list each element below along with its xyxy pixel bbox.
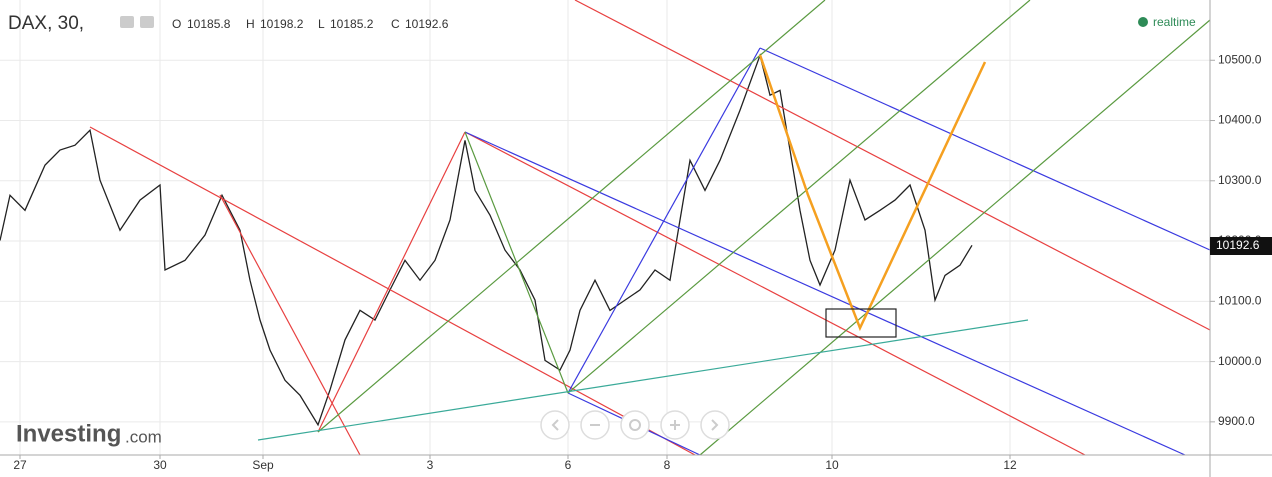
close-value: 10192.6 <box>405 17 449 31</box>
x-tick-label: 27 <box>13 458 27 472</box>
status: realtime <box>1153 15 1196 29</box>
nav-glyphs <box>551 419 719 431</box>
low-value: 10185.2 <box>330 17 374 31</box>
status-dot <box>1138 17 1148 27</box>
open-label: O <box>172 17 181 31</box>
y-tick-label: 9900.0 <box>1218 414 1255 428</box>
grid <box>0 0 1210 455</box>
nav-buttons <box>540 410 730 440</box>
x-tick-label: 6 <box>565 458 572 472</box>
low-label: L <box>318 17 325 31</box>
chart-title: DAX, 30, <box>8 13 84 34</box>
y-tick-label: 10300.0 <box>1218 173 1262 187</box>
open-value: 10185.8 <box>187 17 231 31</box>
y-tick-label: 10100.0 <box>1218 293 1262 307</box>
x-axis-area <box>0 455 1272 477</box>
price-layer <box>0 53 973 427</box>
scroll-right[interactable] <box>700 410 730 440</box>
trend-line <box>257 319 1029 441</box>
red-pitchfork <box>89 0 1211 456</box>
brand: Investing <box>16 420 121 447</box>
x-tick-label: 8 <box>664 458 671 472</box>
close-label: C <box>391 17 400 31</box>
x-tick-label: Sep <box>252 458 274 472</box>
price-line <box>0 53 973 427</box>
y-tick-label: 10000.0 <box>1218 354 1262 368</box>
box <box>825 308 897 338</box>
logo: Investing .com <box>16 420 162 447</box>
scroll-left[interactable] <box>540 410 570 440</box>
y-tick-label: 10400.0 <box>1218 113 1262 127</box>
y-tick-label: 10500.0 <box>1218 52 1262 66</box>
axes: 9900.010000.010100.010200.010300.010400.… <box>13 52 1261 472</box>
green-pitchfork <box>317 0 1211 456</box>
x-tick-label: 3 <box>427 458 434 472</box>
orange-path <box>758 54 987 332</box>
high-label: H <box>246 17 255 31</box>
drawings <box>89 0 1211 456</box>
high-value: 10198.2 <box>260 17 304 31</box>
blue-pitchfork <box>464 47 1211 456</box>
eye-icon[interactable] <box>120 16 134 28</box>
reset[interactable] <box>620 410 650 440</box>
price-tag-label: 10192.6 <box>1216 238 1260 252</box>
price-tag <box>1210 237 1272 255</box>
x-tick-label: 10 <box>825 458 839 472</box>
settings-icon[interactable] <box>140 16 154 28</box>
x-tick-label: 30 <box>153 458 167 472</box>
brand-suffix: .com <box>125 427 162 446</box>
ohlc: O 10185.8 H 10198.2 L 10185.2 C 10192.6 <box>172 17 449 31</box>
x-tick-label: 12 <box>1003 458 1017 472</box>
